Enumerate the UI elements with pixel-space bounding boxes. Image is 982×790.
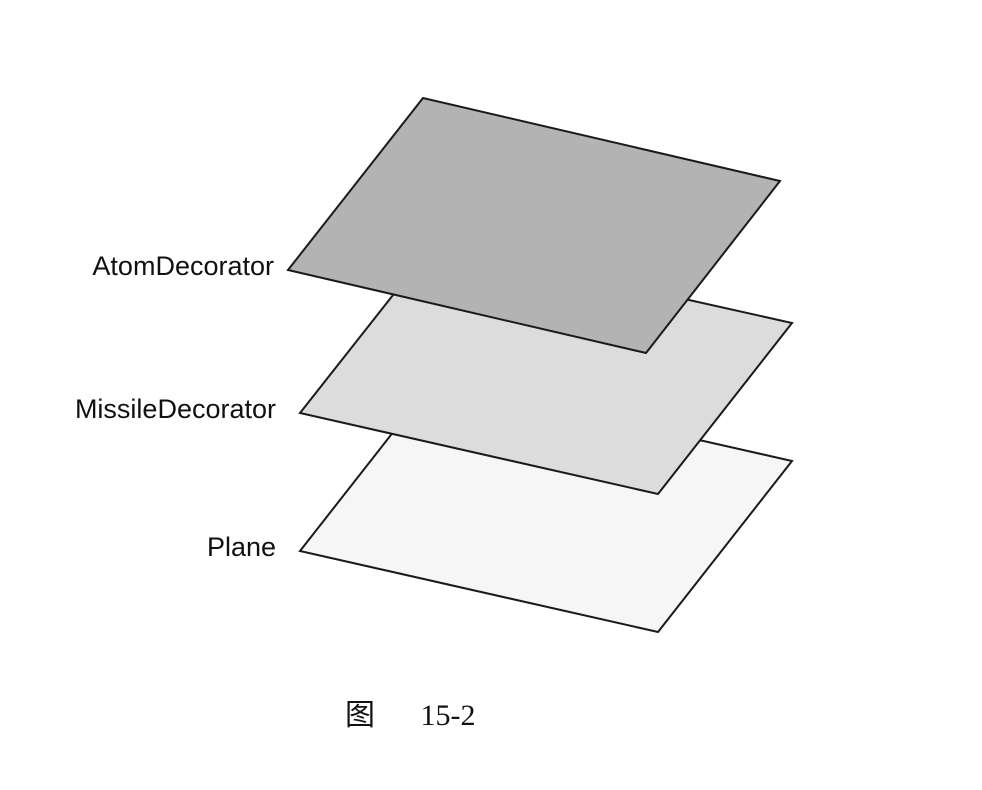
- layer-atom-decorator: AtomDecorator: [92, 96, 782, 355]
- missile-decorator-label: MissileDecorator: [75, 394, 276, 424]
- figure-caption: 图 15-2: [345, 699, 476, 732]
- plane-label: Plane: [207, 532, 276, 562]
- atom-decorator-label: AtomDecorator: [92, 251, 274, 281]
- caption-prefix: 图: [345, 699, 375, 732]
- caption-number: 15-2: [421, 699, 476, 732]
- atom-decorator-plate: [286, 96, 782, 355]
